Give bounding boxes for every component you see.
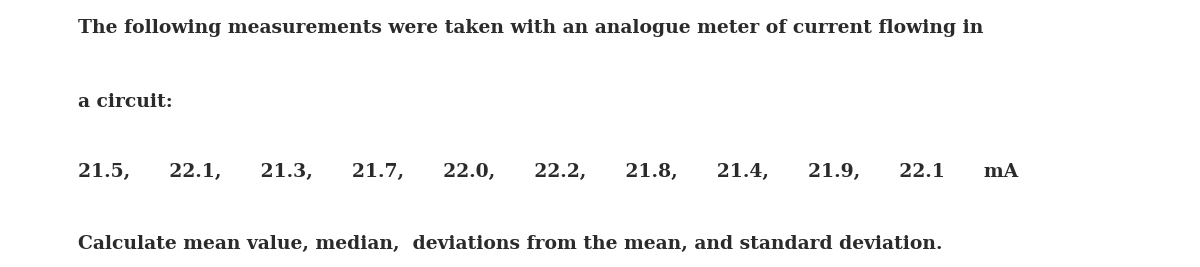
Text: a circuit:: a circuit: — [78, 93, 173, 111]
Text: 21.5,      22.1,      21.3,      21.7,      22.0,      22.2,      21.8,      21.: 21.5, 22.1, 21.3, 21.7, 22.0, 22.2, 21.8… — [78, 163, 1018, 181]
Text: Calculate mean value, median,  deviations from the mean, and standard deviation.: Calculate mean value, median, deviations… — [78, 235, 942, 253]
Text: The following measurements were taken with an analogue meter of current flowing : The following measurements were taken wi… — [78, 19, 983, 37]
